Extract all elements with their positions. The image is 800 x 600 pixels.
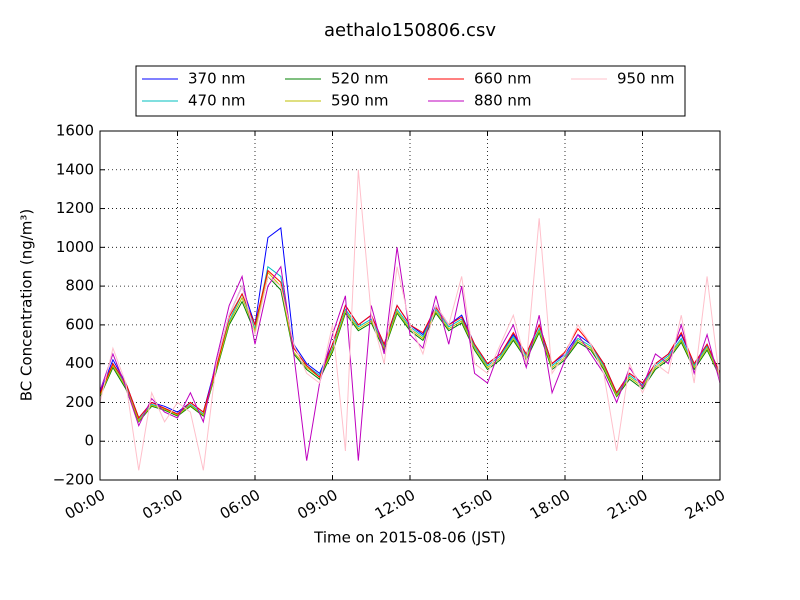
legend-label: 520 nm bbox=[331, 70, 389, 88]
y-tick-label: 400 bbox=[65, 354, 94, 372]
y-tick-label: 0 bbox=[84, 432, 94, 450]
legend-label: 590 nm bbox=[331, 92, 389, 110]
y-axis-label: BC Concentration (ng/m³) bbox=[18, 209, 36, 402]
y-tick-label: 1600 bbox=[56, 122, 94, 140]
y-tick-label: 1200 bbox=[56, 199, 94, 217]
y-tick-label: 200 bbox=[65, 393, 94, 411]
legend-label: 880 nm bbox=[474, 92, 532, 110]
y-tick-label: 800 bbox=[65, 277, 94, 295]
legend-label: 370 nm bbox=[188, 70, 246, 88]
data-line bbox=[100, 247, 720, 461]
y-tick-label: 600 bbox=[65, 315, 94, 333]
legend-label: 660 nm bbox=[474, 70, 532, 88]
y-tick-label: 1000 bbox=[56, 238, 94, 256]
legend-label: 950 nm bbox=[617, 70, 675, 88]
data-line bbox=[100, 275, 720, 423]
data-line bbox=[100, 271, 720, 422]
legend-box bbox=[135, 65, 686, 117]
chart-title: aethalo150806.csv bbox=[324, 20, 496, 41]
legend-label: 470 nm bbox=[188, 92, 246, 110]
data-line bbox=[100, 169, 720, 471]
plot-frame bbox=[99, 130, 721, 481]
y-tick-label: 1400 bbox=[56, 160, 94, 178]
y-tick-label: −200 bbox=[53, 471, 94, 489]
x-axis-label: Time on 2015-08-06 (JST) bbox=[313, 529, 506, 547]
